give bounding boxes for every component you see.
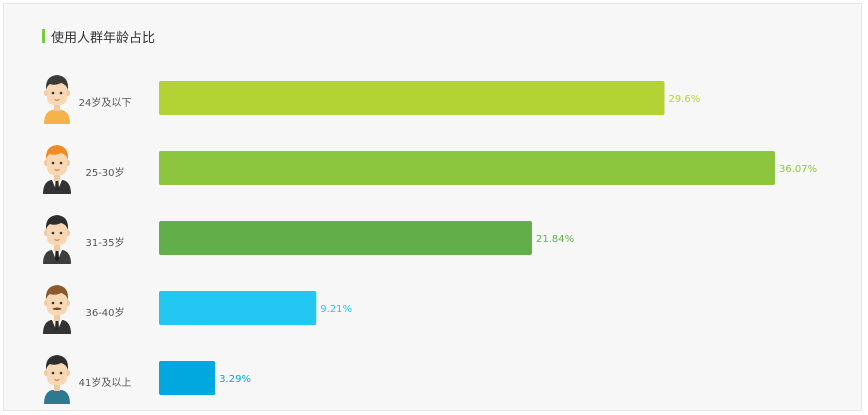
man-suit-icon xyxy=(43,215,71,264)
necktie xyxy=(55,251,59,262)
eye xyxy=(59,91,63,95)
face xyxy=(47,83,67,105)
value-label: 21.84% xyxy=(536,234,574,245)
face xyxy=(47,223,67,245)
chart-title: 使用人群年龄占比 xyxy=(51,31,156,46)
bar xyxy=(159,81,665,115)
hair xyxy=(45,215,69,230)
young-man-orange-shirt-icon xyxy=(44,75,70,124)
face xyxy=(47,293,67,315)
older-man-blue-shirt-icon xyxy=(44,355,70,404)
eye xyxy=(59,301,63,305)
value-label: 29.6% xyxy=(669,94,701,105)
hair xyxy=(45,355,69,370)
mouth xyxy=(54,239,60,241)
bar xyxy=(159,361,216,395)
category-label: 41岁及以上 xyxy=(79,376,132,389)
category-label: 25-30岁 xyxy=(85,166,124,179)
neck xyxy=(54,104,60,111)
eye xyxy=(51,161,55,165)
eye xyxy=(59,161,63,165)
category-label: 31-35岁 xyxy=(85,236,124,249)
eye xyxy=(59,231,63,235)
mustache xyxy=(52,307,62,310)
value-label: 9.21% xyxy=(320,304,352,315)
necktie xyxy=(55,321,59,332)
chart-panel: 使用人群年龄占比 xyxy=(3,3,862,411)
neck xyxy=(54,244,60,251)
hair xyxy=(45,145,69,160)
young-man-suit-icon xyxy=(43,145,71,194)
hair xyxy=(45,285,69,300)
value-label: 36.07% xyxy=(779,164,817,175)
bar xyxy=(159,151,775,185)
value-label: 3.29% xyxy=(219,374,251,385)
mouth xyxy=(54,169,60,171)
necktie xyxy=(55,181,59,192)
face xyxy=(47,153,67,175)
eye xyxy=(51,371,55,375)
mouth xyxy=(54,99,60,101)
category-label: 24岁及以下 xyxy=(79,96,132,109)
hair xyxy=(45,75,69,90)
eye xyxy=(59,371,63,375)
face xyxy=(47,363,67,385)
bar xyxy=(159,291,317,325)
neck xyxy=(54,384,60,391)
shirt xyxy=(44,390,70,404)
title-accent-bar xyxy=(42,29,45,43)
category-label: 36-40岁 xyxy=(85,306,124,319)
bar xyxy=(159,221,532,255)
neck xyxy=(54,314,60,321)
eye xyxy=(51,231,55,235)
eye xyxy=(51,91,55,95)
mustache-man-suit-icon xyxy=(43,285,71,334)
shirt xyxy=(44,110,70,124)
mouth xyxy=(54,379,60,381)
eye xyxy=(51,301,55,305)
neck xyxy=(54,174,60,181)
